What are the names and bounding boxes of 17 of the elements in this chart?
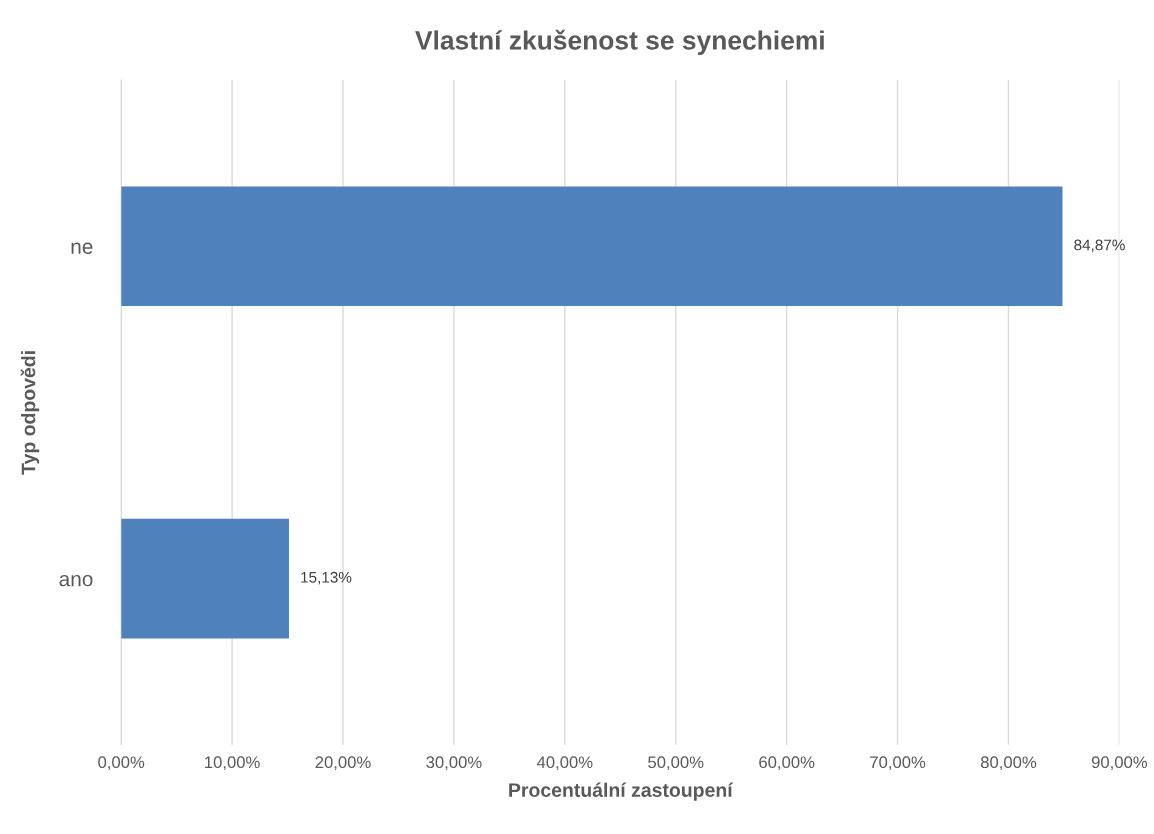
x-tick-label: 80,00% [980, 756, 1037, 771]
y-axis-title: Typ odpovědi [20, 351, 40, 475]
chart-title: Vlastní zkušenost se synechiemi [415, 29, 824, 55]
x-tick-label: 40,00% [536, 756, 593, 771]
y-tick-label: ano [59, 574, 93, 587]
y-tick-label: ne [71, 242, 93, 254]
x-tick-label: 50,00% [648, 756, 704, 771]
x-axis-title: Procentuální zastoupení [509, 782, 734, 801]
x-tick-label: 90,00% [1091, 756, 1148, 771]
x-tick-label: 30,00% [426, 756, 482, 771]
x-tick-label: 20,00% [315, 756, 371, 771]
data-label: 84,87% [1074, 239, 1125, 253]
data-label: 15,13% [301, 571, 352, 585]
x-tick-label: 10,00% [205, 756, 260, 771]
x-tick-label: 70,00% [870, 756, 926, 771]
x-tick-label: 0,00% [98, 756, 145, 771]
x-tick-label: 60,00% [759, 756, 815, 771]
